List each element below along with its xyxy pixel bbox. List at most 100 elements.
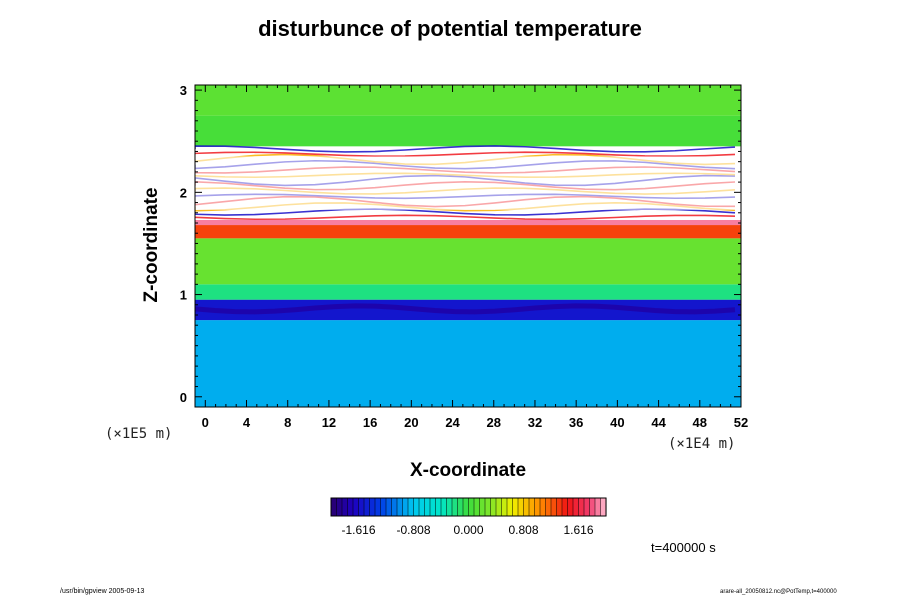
colorbar-swatch <box>506 497 514 517</box>
colorbar-swatch <box>341 497 349 517</box>
colorbar-swatch <box>517 497 525 517</box>
colorbar-swatch <box>495 497 503 517</box>
colorbar-swatch <box>418 497 426 517</box>
chart-title: disturbunce of potential temperature <box>258 16 642 41</box>
colorbar-swatch <box>583 497 591 517</box>
colorbar-swatch <box>352 497 360 517</box>
x-tick-label: 4 <box>243 415 251 430</box>
colorbar-swatch <box>451 497 459 517</box>
colorbar-swatch <box>512 497 519 517</box>
colorbar-swatch <box>528 497 536 517</box>
heatmap-white-core <box>195 156 741 210</box>
x-tick-label: 0 <box>202 415 209 430</box>
colorbar-swatch <box>490 497 497 517</box>
colorbar-swatch <box>589 497 596 517</box>
heatmap-streak <box>195 214 736 221</box>
colorbar-swatch <box>550 497 558 517</box>
heatmap-band <box>195 320 741 407</box>
colorbar-swatch <box>358 497 365 517</box>
colorbar-swatch <box>369 497 376 517</box>
x-tick-label: 44 <box>651 415 666 430</box>
y-tick-label: 3 <box>180 83 187 98</box>
colorbar-swatch <box>424 497 431 517</box>
x-tick-label: 32 <box>528 415 542 430</box>
colorbar-frame <box>330 497 607 517</box>
colorbar-swatch <box>578 497 585 517</box>
x-tick-label: 20 <box>404 415 418 430</box>
y-tick-label: 2 <box>180 185 187 200</box>
x-tick-label: 16 <box>363 415 377 430</box>
y-tick-label: 1 <box>180 288 187 303</box>
x-tick-label: 8 <box>284 415 291 430</box>
colorbar-swatch <box>473 497 481 517</box>
x-axis-label: X-coordinate <box>409 460 527 481</box>
colorbar-swatch <box>462 497 470 517</box>
y-axis: 0 1 2 3 <box>180 83 741 405</box>
colorbar-swatch <box>440 497 448 517</box>
colorbar-swatch <box>435 497 442 517</box>
colorbar-swatch <box>484 497 492 517</box>
x-tick-label: 52 <box>734 415 748 430</box>
colorbar-tick-label: 1.616 <box>563 523 593 537</box>
colorbar-swatch <box>600 497 607 517</box>
footer-right: arare-all_20050812.nc@PotTemp,t=400000 <box>720 589 837 595</box>
colorbar-swatch <box>534 497 541 517</box>
colorbar-swatch <box>561 497 569 517</box>
x-multiplier-label: (×1E4 m) <box>668 436 736 452</box>
heatmap-streak <box>195 145 736 153</box>
colorbar-swatch <box>396 497 404 517</box>
heatmap-band <box>195 219 741 226</box>
colorbar-swatch <box>501 497 508 517</box>
colorbar-tick-label: 0.808 <box>508 523 538 537</box>
colorbar-swatch <box>363 497 371 517</box>
time-stamp: t=400000 s <box>651 540 716 555</box>
colorbar-swatch <box>413 497 420 517</box>
x-axis: 0 4 8 12 16 20 24 28 32 36 40 44 48 52 <box>194 85 748 430</box>
x-tick-label: 24 <box>445 415 460 430</box>
colorbar-swatch <box>391 497 398 517</box>
colorbar-tick-label: 0.000 <box>453 523 483 537</box>
colorbar-swatch <box>523 497 530 517</box>
colorbar-swatch <box>336 497 343 517</box>
x-tick-label: 28 <box>487 415 501 430</box>
heatmap-band <box>195 238 741 285</box>
heatmap-dip-line <box>195 303 736 315</box>
heatmap-band <box>195 85 741 116</box>
x-tick-label: 12 <box>322 415 336 430</box>
colorbar: -1.616 -0.808 0.000 0.808 1.616 <box>330 497 607 537</box>
colorbar-swatch <box>567 497 574 517</box>
y-axis-label: Z-coordinate <box>141 187 162 303</box>
heatmap-band <box>195 225 741 239</box>
colorbar-swatch <box>539 497 547 517</box>
y-multiplier-label: (×1E5 m) <box>105 426 173 442</box>
colorbar-swatch <box>429 497 437 517</box>
colorbar-swatch <box>380 497 387 517</box>
x-tick-label: 36 <box>569 415 583 430</box>
y-tick-label: 0 <box>180 390 187 405</box>
colorbar-swatch <box>479 497 486 517</box>
x-tick-label: 40 <box>610 415 624 430</box>
colorbar-swatch <box>556 497 563 517</box>
colorbar-tick-label: -0.808 <box>396 523 430 537</box>
colorbar-swatch <box>385 497 393 517</box>
colorbar-swatch <box>457 497 464 517</box>
colorbar-tick-label: -1.616 <box>341 523 375 537</box>
colorbar-swatch <box>330 497 338 517</box>
colorbar-swatch <box>347 497 354 517</box>
colorbar-swatch <box>468 497 475 517</box>
plot-frame <box>194 84 742 408</box>
colorbar-swatch <box>374 497 382 517</box>
x-tick-label: 48 <box>693 415 707 430</box>
colorbar-swatch <box>594 497 602 517</box>
heatmap-band <box>195 115 741 147</box>
colorbar-swatch <box>572 497 580 517</box>
heatmap-streak <box>195 151 736 158</box>
footer-left: /usr/bin/gpview 2005-09-13 <box>60 588 145 595</box>
colorbar-swatch <box>545 497 552 517</box>
heatmap-band <box>195 284 741 300</box>
colorbar-swatch <box>407 497 415 517</box>
colorbar-swatch <box>402 497 409 517</box>
colorbar-swatch <box>446 497 453 517</box>
heatmap-field <box>195 85 741 407</box>
